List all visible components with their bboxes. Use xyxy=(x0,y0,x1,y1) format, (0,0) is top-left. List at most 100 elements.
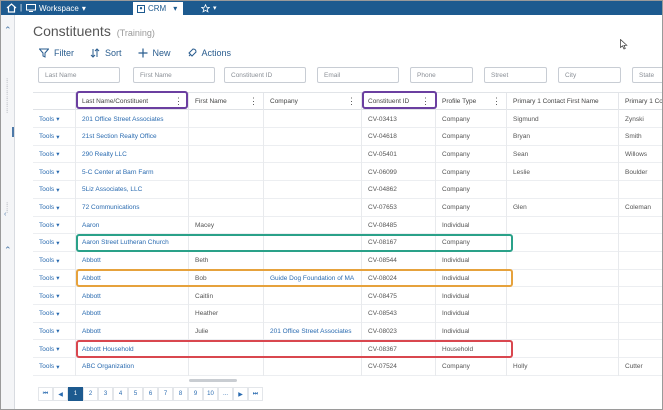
table-row[interactable]: Tools ▾ Abbott Household CV-08367 Household xyxy=(33,340,662,359)
cell-company[interactable] xyxy=(264,145,362,164)
cell-company[interactable]: Guide Dog Foundation of MA xyxy=(264,269,362,288)
cell-company[interactable] xyxy=(264,340,362,359)
header-company[interactable]: Company ⋮ xyxy=(264,93,362,110)
header-first-name[interactable]: First Name ⋮ xyxy=(189,93,264,110)
cell-name[interactable]: Abbott xyxy=(76,287,189,305)
table-row[interactable]: Tools ▾ Abbott Heather CV-08543 Individual xyxy=(33,304,662,323)
page-button[interactable]: 7 xyxy=(158,387,173,401)
state-filter[interactable]: State xyxy=(632,67,662,83)
tools-menu[interactable]: Tools ▾ xyxy=(33,145,76,164)
tools-menu[interactable]: Tools ▾ xyxy=(33,233,76,252)
cell-name[interactable]: Abbott xyxy=(76,269,189,288)
cell-name[interactable]: Aaron xyxy=(76,216,189,235)
city-filter[interactable]: City xyxy=(558,67,621,83)
page-button[interactable]: 1 xyxy=(68,387,83,401)
tools-menu[interactable]: Tools ▾ xyxy=(33,340,76,359)
column-menu-icon[interactable]: ⋮ xyxy=(492,96,501,106)
cell-company[interactable] xyxy=(264,127,362,146)
header-contact-last[interactable]: Primary 1 Co xyxy=(619,93,662,110)
page-button[interactable]: ... xyxy=(218,387,233,401)
table-row[interactable]: Tools ▾ Abbott Caitlin CV-08475 Individual xyxy=(33,287,662,305)
cell-name[interactable]: Abbott xyxy=(76,251,189,270)
last-name-filter[interactable]: Last Name xyxy=(38,67,120,83)
cell-company[interactable] xyxy=(264,198,362,217)
table-row[interactable]: Tools ▾ ABC Organization CV-07524 Company Hol… xyxy=(33,357,662,376)
chevron-up-icon[interactable]: ⌃ xyxy=(4,245,12,255)
tools-menu[interactable]: Tools ▾ xyxy=(33,287,76,305)
page-button[interactable]: 8 xyxy=(173,387,188,401)
page-button[interactable]: 5 xyxy=(128,387,143,401)
tools-menu[interactable]: Tools ▾ xyxy=(33,251,76,270)
cell-company[interactable]: 201 Office Street Associates xyxy=(264,322,362,341)
cell-company[interactable] xyxy=(264,216,362,235)
tools-menu[interactable]: Tools ▾ xyxy=(33,180,76,199)
cell-company[interactable] xyxy=(264,251,362,270)
column-menu-icon[interactable]: ⋮ xyxy=(249,96,258,106)
header-profile-type[interactable]: Profile Type ⋮ xyxy=(436,93,507,110)
favorites-menu[interactable]: ▾ xyxy=(201,2,217,14)
cell-company[interactable] xyxy=(264,163,362,182)
page-button[interactable]: 4 xyxy=(113,387,128,401)
page-button[interactable]: 3 xyxy=(98,387,113,401)
cell-name[interactable]: 72 Communications xyxy=(76,198,189,217)
table-row[interactable]: Tools ▾ Abbott Julie 201 Office Street Assoc… xyxy=(33,322,662,341)
cell-name[interactable]: Abbott xyxy=(76,322,189,341)
chevron-up-icon[interactable]: ⌃ xyxy=(4,25,12,35)
last-page-button[interactable]: ⏭ xyxy=(248,387,263,401)
cell-company[interactable] xyxy=(264,287,362,305)
table-row[interactable]: Tools ▾ 5-C Center at Barn Farm CV-06099 Com… xyxy=(33,163,662,182)
header-contact-first[interactable]: Primary 1 Contact First Name xyxy=(507,93,619,110)
table-row[interactable]: Tools ▾ Abbott Bob Guide Dog Foundation of M… xyxy=(33,269,662,288)
drag-handle-icon[interactable]: ⁝ ⁝ xyxy=(6,202,9,215)
column-menu-icon[interactable]: ⋮ xyxy=(174,96,183,106)
first-page-button[interactable]: ⏮ xyxy=(38,387,53,401)
workspace-menu[interactable]: Workspace ▾ xyxy=(26,2,86,14)
table-row[interactable]: Tools ▾ Aaron Macey CV-08485 Individual xyxy=(33,216,662,235)
tools-menu[interactable]: Tools ▾ xyxy=(33,357,76,376)
phone-filter[interactable]: Phone xyxy=(410,67,473,83)
page-button[interactable]: 9 xyxy=(188,387,203,401)
page-button[interactable]: 2 xyxy=(83,387,98,401)
next-page-button[interactable]: ▶ xyxy=(233,387,248,401)
table-row[interactable]: Tools ▾ 72 Communications CV-07653 Company Gl… xyxy=(33,198,662,217)
cell-company[interactable] xyxy=(264,110,362,128)
tools-menu[interactable]: Tools ▾ xyxy=(33,163,76,182)
filter-button[interactable]: Filter xyxy=(39,48,74,58)
street-filter[interactable]: Street xyxy=(484,67,547,83)
cell-name[interactable]: Abbott Household xyxy=(76,340,189,359)
home-icon[interactable] xyxy=(6,3,17,13)
cell-name[interactable]: Abbott xyxy=(76,304,189,323)
sort-button[interactable]: Sort xyxy=(90,48,122,58)
prev-page-button[interactable]: ◀ xyxy=(53,387,68,401)
tools-menu[interactable]: Tools ▾ xyxy=(33,198,76,217)
new-button[interactable]: New xyxy=(138,48,171,58)
page-button[interactable]: 10 xyxy=(203,387,218,401)
column-menu-icon[interactable]: ⋮ xyxy=(347,96,356,106)
email-filter[interactable]: Email xyxy=(317,67,399,83)
table-row[interactable]: Tools ▾ 201 Office Street Associates CV-034… xyxy=(33,110,662,128)
cell-name[interactable]: ABC Organization xyxy=(76,357,189,376)
table-row[interactable]: Tools ▾ Abbott Beth CV-08544 Individual xyxy=(33,251,662,270)
table-row[interactable]: Tools ▾ 290 Realty LLC CV-05401 Company Sean W… xyxy=(33,145,662,164)
cell-name[interactable]: Aaron Street Lutheran Church xyxy=(76,233,189,252)
column-menu-icon[interactable]: ⋮ xyxy=(421,96,430,106)
cell-company[interactable] xyxy=(264,180,362,199)
actions-button[interactable]: Actions xyxy=(187,48,231,58)
cell-name[interactable]: 5Liz Associates, LLC xyxy=(76,180,189,199)
crm-tab[interactable]: CRM ▾ xyxy=(133,2,183,15)
cell-company[interactable] xyxy=(264,233,362,252)
tools-menu[interactable]: Tools ▾ xyxy=(33,304,76,323)
tools-menu[interactable]: Tools ▾ xyxy=(33,127,76,146)
chevron-left-icon[interactable]: ‹ xyxy=(4,211,7,218)
horizontal-scrollbar[interactable] xyxy=(189,379,237,382)
first-name-filter[interactable]: First Name xyxy=(133,67,215,83)
drag-handle-icon[interactable]: ⁝ ⁝ ⁝ ⁝ ⁝ ⁝ xyxy=(6,78,9,115)
tools-menu[interactable]: Tools ▾ xyxy=(33,322,76,341)
cell-name[interactable]: 21st Section Realty Office xyxy=(76,127,189,146)
table-row[interactable]: Tools ▾ 21st Section Realty Office CV-04618… xyxy=(33,127,662,146)
cell-company[interactable] xyxy=(264,304,362,323)
cell-name[interactable]: 290 Realty LLC xyxy=(76,145,189,164)
table-row[interactable]: Tools ▾ 5Liz Associates, LLC CV-04862 Compan… xyxy=(33,180,662,199)
cell-name[interactable]: 5-C Center at Barn Farm xyxy=(76,163,189,182)
tools-menu[interactable]: Tools ▾ xyxy=(33,110,76,128)
